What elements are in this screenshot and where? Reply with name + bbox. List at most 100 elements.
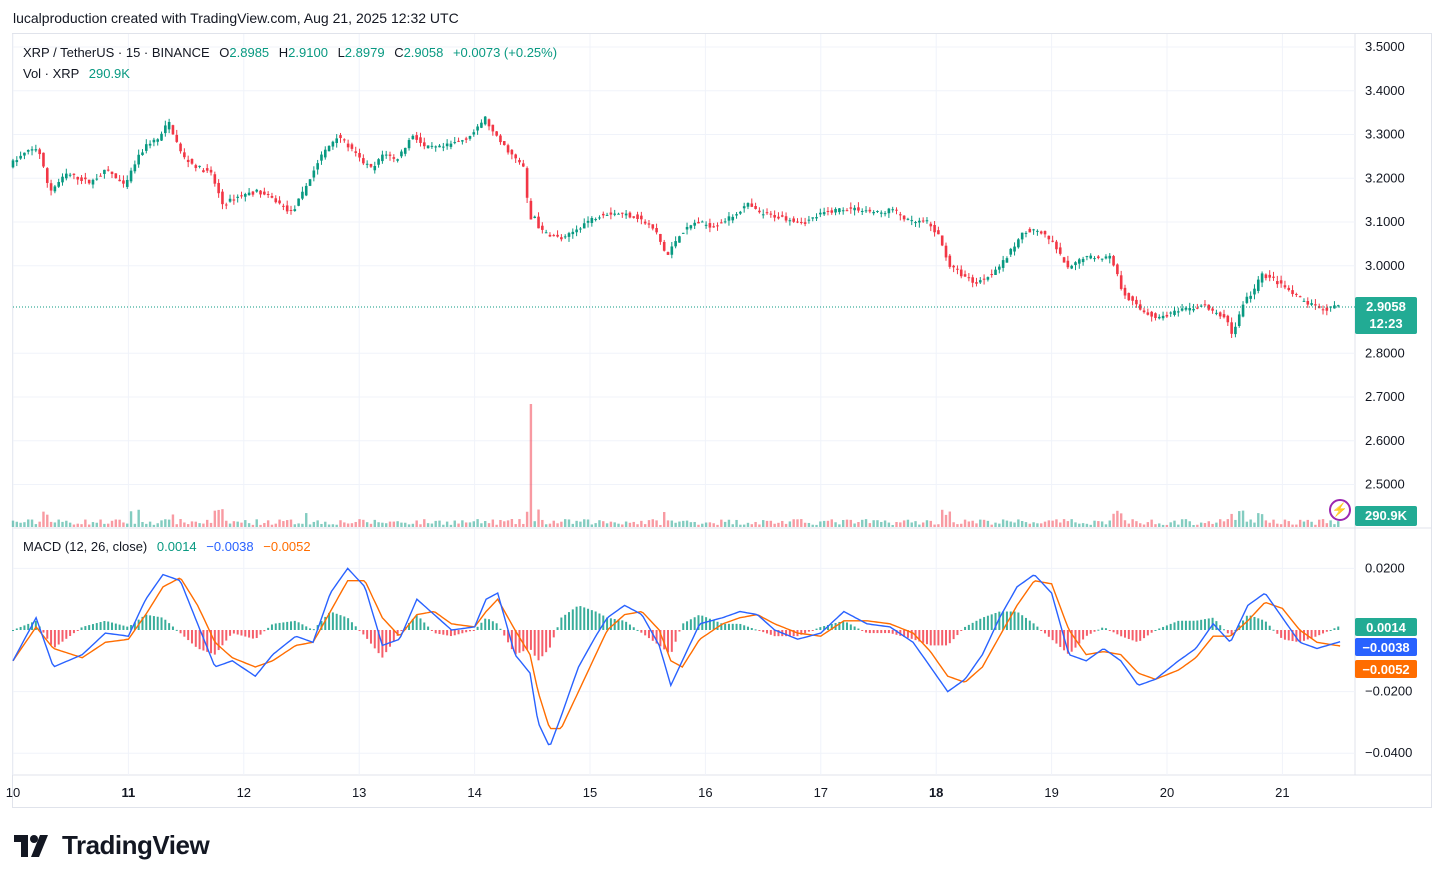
volume-bar [697, 524, 700, 527]
macd-hist-bar [735, 623, 738, 630]
macd-hist-bar [1268, 625, 1271, 630]
macd-hist-bar [449, 630, 452, 637]
volume-bar [552, 520, 555, 527]
volume-badge[interactable]: 290.9K [1355, 506, 1417, 526]
volume-bar [880, 521, 883, 527]
macd-hist-bar [354, 626, 357, 630]
candle-body [468, 136, 472, 139]
lightning-icon[interactable]: ⚡ [1329, 499, 1351, 521]
macd-line-badge[interactable]: −0.0038 [1355, 638, 1417, 656]
candle-body [1020, 232, 1024, 240]
candle-body [221, 191, 224, 205]
volume-bar [979, 519, 982, 527]
volume-bar [941, 509, 944, 527]
macd-hist-bar [1146, 630, 1149, 636]
volume-bar [175, 524, 178, 527]
macd-hist-bar [408, 622, 411, 630]
macd-hist-bar [320, 621, 323, 630]
volume-bar [773, 523, 776, 527]
candle-body [601, 213, 605, 216]
macd-hist-bar [198, 630, 201, 650]
macd-hist-bar [1116, 630, 1119, 635]
macd-hist-bar [598, 613, 601, 630]
macd-hist-bar [872, 630, 875, 634]
macd-hist-bar [1127, 630, 1130, 639]
macd-hist-bar [366, 630, 369, 639]
candle-body [860, 210, 864, 212]
candle-body [659, 233, 662, 242]
volume-bar [647, 520, 651, 527]
candle-body [518, 159, 521, 163]
candle-body [266, 193, 270, 195]
candle-body [640, 215, 643, 220]
volume-bar [986, 520, 990, 527]
candle-body [289, 209, 293, 211]
macd-hist-bar [427, 626, 430, 630]
price-tick-label: 3.0000 [1365, 258, 1405, 273]
macd-hist-bar [1120, 630, 1123, 637]
candle-body [350, 144, 354, 149]
candle-body [499, 135, 502, 143]
candle-body [1123, 287, 1127, 296]
macd-hist-bar [708, 618, 711, 630]
volume-bar [575, 520, 578, 527]
tradingview-logo[interactable]: TradingView [14, 830, 210, 861]
candle-body [19, 155, 22, 159]
volume-bar [1001, 519, 1005, 527]
macd-hist-bar [651, 630, 654, 641]
volume-bar [1230, 513, 1233, 527]
candle-body [339, 135, 342, 139]
candle-body [1066, 260, 1070, 268]
volume-bar [247, 523, 251, 527]
candle-body [716, 225, 719, 227]
macd-hist-bar [1097, 629, 1100, 631]
volume-bar [156, 523, 159, 527]
volume-bar [1139, 523, 1142, 527]
candle-body [1039, 231, 1043, 234]
macd-hist-bar [377, 630, 380, 654]
volume-bar [91, 522, 95, 527]
volume-bar [419, 524, 422, 527]
candle-body [563, 236, 567, 238]
macd-hist-bar [773, 630, 776, 637]
macd-hist-badge[interactable]: 0.0014 [1355, 618, 1417, 636]
candle-body [175, 134, 179, 142]
candle-body [1017, 239, 1020, 248]
volume-bar [95, 522, 98, 527]
candle-body [579, 228, 582, 230]
macd-tick-label: −0.0200 [1365, 684, 1412, 699]
volume-bar [716, 524, 719, 527]
volume-bar [423, 519, 426, 527]
volume-bar [1199, 522, 1203, 527]
macd-hist-bar [1154, 630, 1157, 631]
macd-hist-bar [583, 607, 586, 630]
volume-bar [1302, 521, 1306, 527]
candle-body [617, 213, 620, 215]
volume-label[interactable]: Vol · XRP [23, 66, 80, 81]
time-tick-label: 16 [698, 785, 712, 800]
candle-body [1085, 256, 1089, 258]
candle-body [940, 235, 944, 246]
last-price-badge[interactable]: 2.9058 12:23 [1355, 296, 1417, 334]
macd-signal-badge[interactable]: −0.0052 [1355, 660, 1417, 678]
volume-bar [1093, 520, 1096, 527]
candle-body [434, 146, 438, 148]
volume-bar [838, 524, 841, 527]
candle-body [872, 211, 875, 214]
candle-body [335, 138, 338, 144]
macd-label[interactable]: MACD (12, 26, close) [23, 539, 148, 554]
candle-body [784, 216, 788, 221]
volume-bar [1184, 519, 1188, 527]
macd-signal-badge-text: −0.0052 [1362, 662, 1409, 677]
volume-bar [449, 524, 453, 527]
volume-bar [861, 519, 864, 527]
candle-body [1097, 256, 1100, 259]
volume-bar [80, 524, 83, 527]
candle-body [986, 277, 990, 280]
candle-body [594, 219, 597, 221]
candle-body [998, 266, 1001, 270]
candle-body [887, 208, 891, 214]
candle-body [1302, 300, 1306, 302]
symbol-label[interactable]: XRP / TetherUS · 15 · BINANCE [23, 45, 210, 60]
